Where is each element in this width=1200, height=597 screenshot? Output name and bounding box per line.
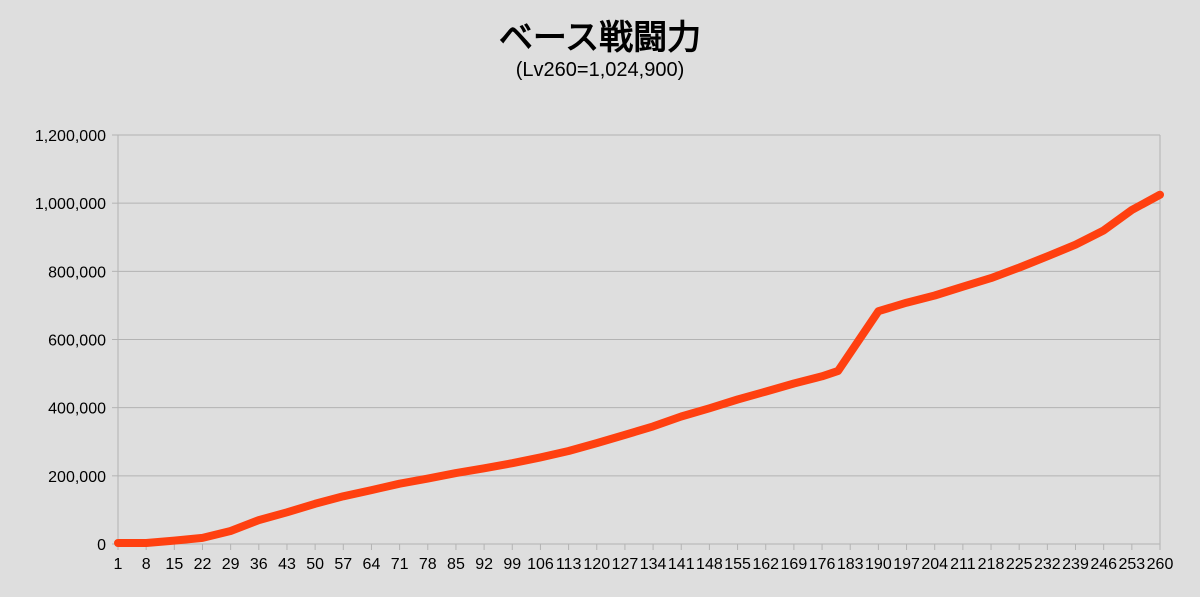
x-tick-label: 183	[837, 556, 864, 573]
x-tick-label: 71	[391, 556, 409, 573]
x-tick-label: 232	[1034, 556, 1061, 573]
x-tick-label: 176	[809, 556, 836, 573]
x-tick-label: 204	[921, 556, 948, 573]
x-tick-label: 99	[503, 556, 521, 573]
chart-title: ベース戦闘力	[498, 18, 702, 58]
x-tick-label: 148	[696, 556, 723, 573]
series-line	[114, 190, 1164, 547]
x-tick-label: 239	[1062, 556, 1089, 573]
x-axis-ticks: 1 8 15 22 29 36 43 50 57 64 71 78 85 92 99 106 113 120 127…	[114, 556, 1174, 573]
x-tick-label: 225	[1006, 556, 1033, 573]
y-tick-label: 1,000,000	[35, 196, 106, 213]
y-tick-label: 0	[97, 537, 106, 554]
x-tick-label: 120	[583, 556, 610, 573]
series-layer	[114, 190, 1164, 547]
y-axis-ticks: 0 200,000 400,000 600,000 800,000 1,000,000 1,…	[35, 128, 106, 554]
x-tick-label: 218	[978, 556, 1005, 573]
x-tick-label: 162	[752, 556, 779, 573]
x-tick-label: 15	[165, 556, 183, 573]
x-tick-label: 246	[1090, 556, 1117, 573]
x-tick-label: 253	[1118, 556, 1145, 573]
x-tick-label: 141	[668, 556, 695, 573]
x-tick-label: 36	[250, 556, 268, 573]
x-tick-label: 8	[142, 556, 151, 573]
x-tick-label: 190	[865, 556, 892, 573]
x-tick-label: 169	[781, 556, 808, 573]
x-tick-label: 106	[527, 556, 554, 573]
y-tick-label: 800,000	[48, 264, 106, 281]
x-tick-label: 211	[950, 556, 976, 573]
x-tick-label: 134	[640, 556, 667, 573]
x-tick-label: 92	[475, 556, 493, 573]
x-tick-label: 1	[114, 556, 123, 573]
y-tick-label: 1,200,000	[35, 128, 106, 145]
x-tick-label: 43	[278, 556, 296, 573]
x-tick-label: 113	[556, 556, 582, 573]
x-tick-label: 85	[447, 556, 465, 573]
y-tick-label: 400,000	[48, 401, 106, 418]
y-tick-label: 600,000	[48, 333, 106, 350]
y-tick-label: 200,000	[48, 469, 106, 486]
x-tick-label: 22	[194, 556, 212, 573]
x-tick-label: 57	[334, 556, 352, 573]
chart-subtitle: (Lv260=1,024,900)	[515, 59, 685, 81]
x-tick-label: 64	[363, 556, 381, 573]
x-tick-label: 50	[306, 556, 324, 573]
x-tick-label: 197	[893, 556, 920, 573]
x-tick-label: 78	[419, 556, 437, 573]
gridlines	[118, 134, 1160, 545]
x-tick-label: 260	[1147, 556, 1174, 573]
axes	[112, 134, 1161, 550]
x-tick-label: 155	[724, 556, 751, 573]
x-tick-label: 29	[222, 556, 240, 573]
x-tick-label: 127	[612, 556, 639, 573]
